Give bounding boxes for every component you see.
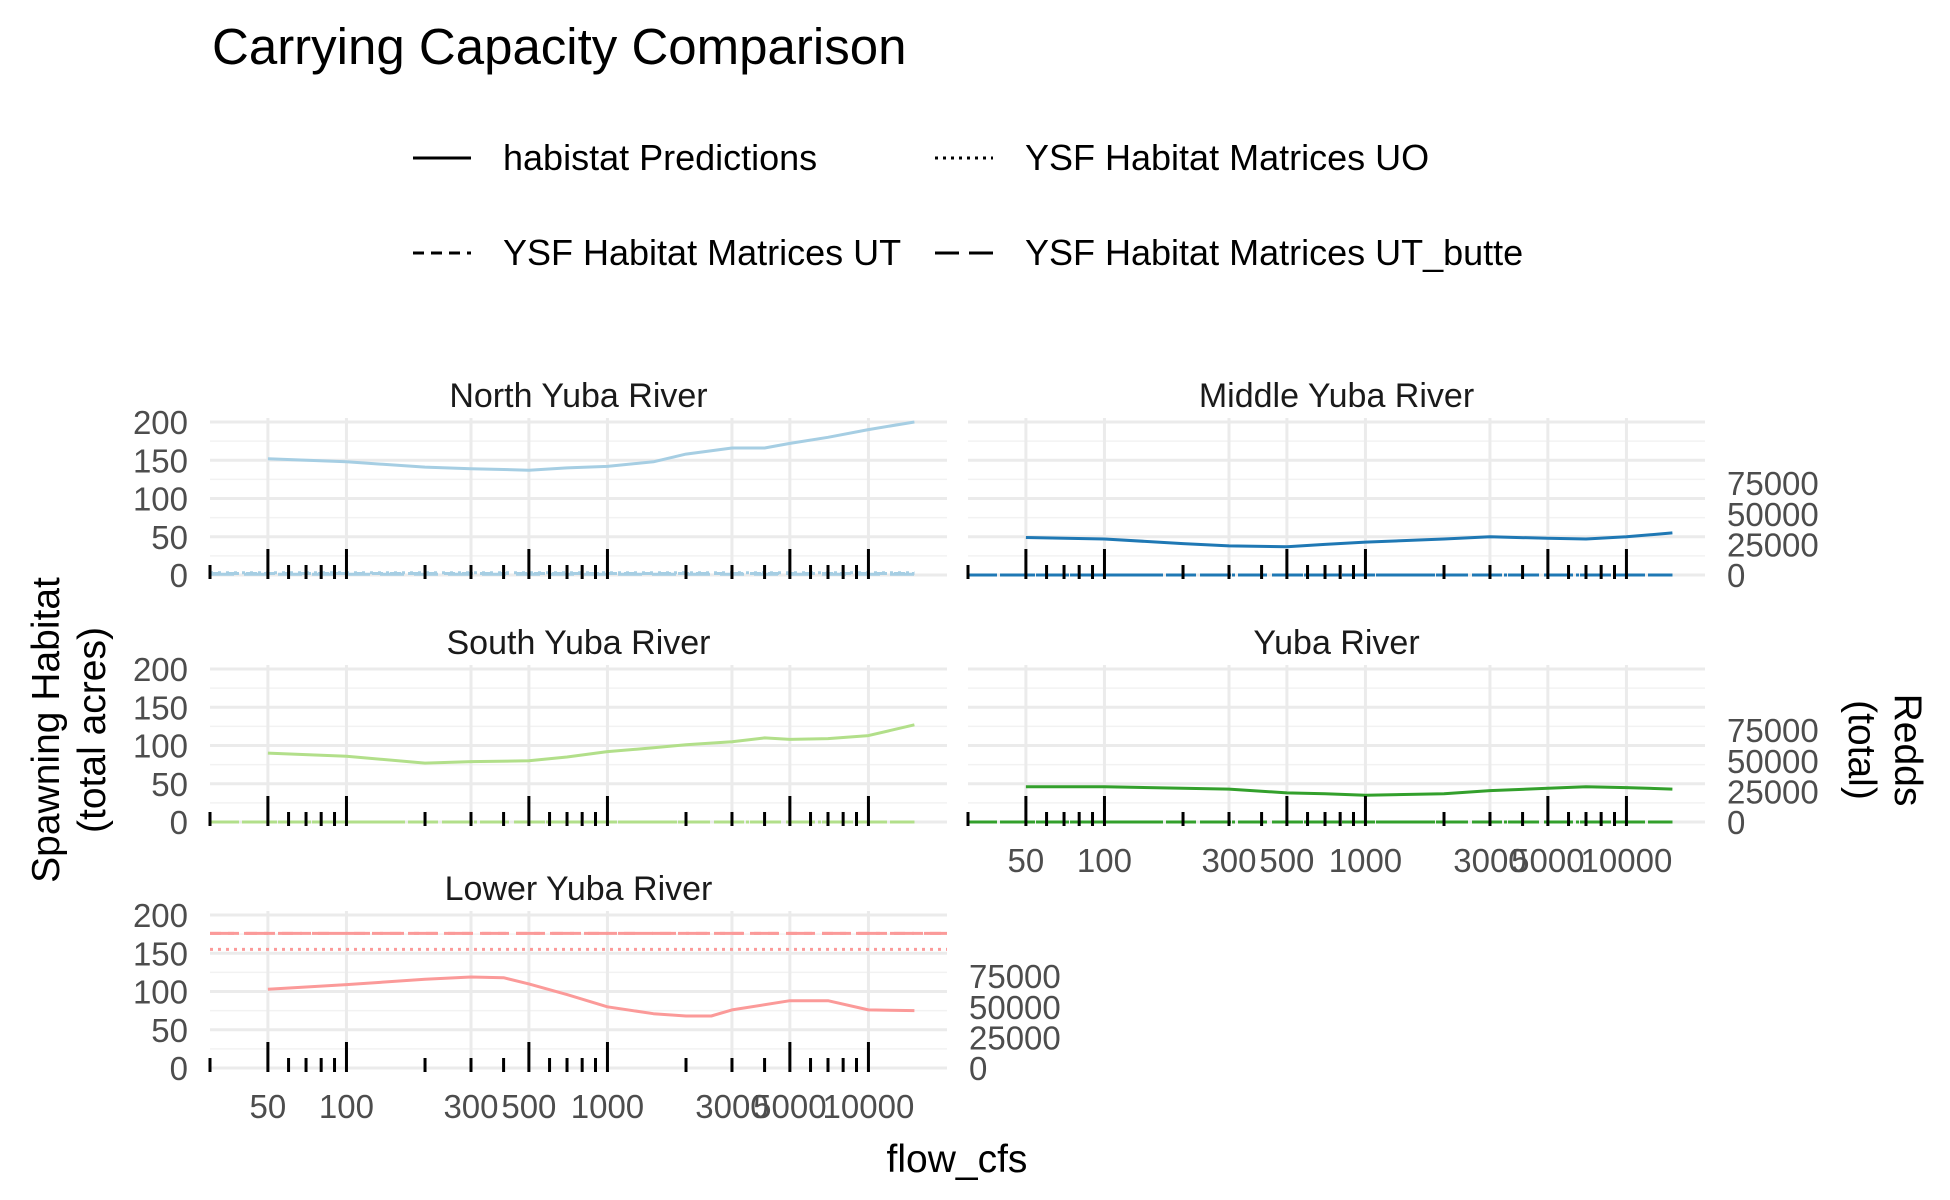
legend-label: YSF Habitat Matrices UT (503, 232, 901, 273)
legend-label: YSF Habitat Matrices UT_butte (1025, 232, 1523, 273)
x-axis-title: flow_cfs (887, 1138, 1028, 1181)
y-tick-label: 100 (133, 481, 188, 518)
y2-tick-label: 50000 (1727, 743, 1819, 780)
x-tick-label: 3000 (1453, 842, 1526, 879)
y-tick-label: 150 (133, 935, 188, 972)
x-tick-label: 10000 (823, 1088, 915, 1125)
series-line-solid (1025, 531, 1673, 549)
y-tick-label: 100 (133, 974, 188, 1011)
y2-tick-label: 0 (969, 1050, 987, 1087)
x-tick-label: 1000 (571, 1088, 644, 1125)
y2-tick-label: 50000 (969, 989, 1061, 1026)
y-tick-label: 0 (170, 1050, 188, 1087)
series-line-solid (267, 420, 915, 472)
panel-title: Middle Yuba River (1199, 377, 1474, 415)
x-tick-label: 50 (250, 1088, 287, 1125)
y2-tick-label: 25000 (969, 1019, 1061, 1056)
y-tick-label: 200 (133, 404, 188, 441)
y-tick-label: 50 (151, 1012, 188, 1049)
y2-axis-title-line-2: (total) (1840, 700, 1883, 800)
panel-title: Yuba River (1253, 624, 1419, 662)
y-tick-label: 200 (133, 651, 188, 688)
y-tick-label: 0 (170, 804, 188, 841)
x-tick-label: 5000 (753, 1088, 826, 1125)
panel-title: Lower Yuba River (445, 870, 713, 908)
x-tick-label: 10000 (1581, 842, 1673, 879)
chart-title: Carrying Capacity Comparison (212, 18, 906, 75)
y2-tick-label: 0 (1727, 557, 1745, 594)
series-line-solid (267, 975, 915, 1018)
series-line-solid (267, 723, 915, 765)
legend-label: habistat Predictions (503, 137, 817, 178)
y2-axis-title-line-1: Redds (1886, 694, 1929, 807)
y-tick-label: 50 (151, 766, 188, 803)
y2-tick-label: 25000 (1727, 526, 1819, 563)
y2-tick-label: 0 (1727, 804, 1745, 841)
panel-title: North Yuba River (449, 377, 707, 415)
y2-tick-label: 75000 (1727, 712, 1819, 749)
series-line-solid (1025, 785, 1673, 797)
x-tick-label: 100 (319, 1088, 374, 1125)
y-tick-label: 150 (133, 689, 188, 726)
y2-tick-label: 25000 (1727, 773, 1819, 810)
x-tick-label: 500 (501, 1088, 556, 1125)
legend: habistat Predictions YSF Habitat Matrices… (413, 137, 1523, 273)
y-tick-label: 150 (133, 442, 188, 479)
y-tick-label: 50 (151, 519, 188, 556)
x-tick-label: 3000 (695, 1088, 768, 1125)
y-tick-label: 100 (133, 728, 188, 765)
x-tick-label: 100 (1077, 842, 1132, 879)
panel-title: South Yuba River (447, 624, 711, 662)
x-tick-label: 500 (1259, 842, 1314, 879)
y-axis-title-line-2: (total acres) (71, 627, 114, 833)
x-tick-label: 300 (443, 1088, 498, 1125)
x-tick-label: 1000 (1329, 842, 1402, 879)
x-tick-label: 50 (1008, 842, 1045, 879)
y2-tick-label: 75000 (969, 958, 1061, 995)
panel-lower-yuba-river: Lower Yuba River050100150200025000500007… (133, 870, 1061, 1125)
y-axis-title-line-1: Spawning Habitat (25, 577, 68, 883)
y2-tick-label: 75000 (1727, 465, 1819, 502)
y-tick-label: 200 (133, 897, 188, 934)
y2-tick-label: 50000 (1727, 496, 1819, 533)
x-tick-label: 300 (1201, 842, 1256, 879)
y-tick-label: 0 (170, 557, 188, 594)
legend-label: YSF Habitat Matrices UO (1025, 137, 1429, 178)
x-tick-label: 5000 (1511, 842, 1584, 879)
